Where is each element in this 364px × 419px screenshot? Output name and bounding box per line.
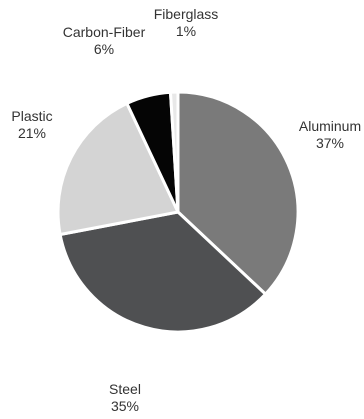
slice-name: Plastic bbox=[11, 108, 53, 124]
slice-percent: 6% bbox=[93, 41, 115, 57]
slice-name: Steel bbox=[109, 381, 141, 397]
pie-slice-plastic bbox=[56, 101, 180, 236]
slice-label-plastic: Plastic 21% bbox=[2, 108, 62, 142]
slice-name: Aluminum bbox=[298, 118, 362, 134]
slice-name: Carbon-Fiber bbox=[62, 24, 146, 40]
slice-percent: 21% bbox=[17, 125, 47, 141]
slice-label-aluminum: Aluminum 37% bbox=[290, 118, 364, 152]
slice-percent: 37% bbox=[315, 135, 345, 151]
slice-percent: 35% bbox=[110, 398, 140, 414]
slice-label-carbon-fiber: Carbon-Fiber 6% bbox=[58, 24, 150, 58]
slice-percent: 1% bbox=[175, 23, 197, 39]
pie-slice-steel bbox=[58, 210, 267, 334]
pie-slice-fiberglass bbox=[168, 90, 180, 214]
slice-label-steel: Steel 35% bbox=[95, 381, 155, 415]
pie-slice-aluminum bbox=[176, 90, 300, 296]
slice-label-fiberglass: Fiberglass 1% bbox=[148, 6, 224, 40]
slice-name: Fiberglass bbox=[153, 6, 219, 22]
